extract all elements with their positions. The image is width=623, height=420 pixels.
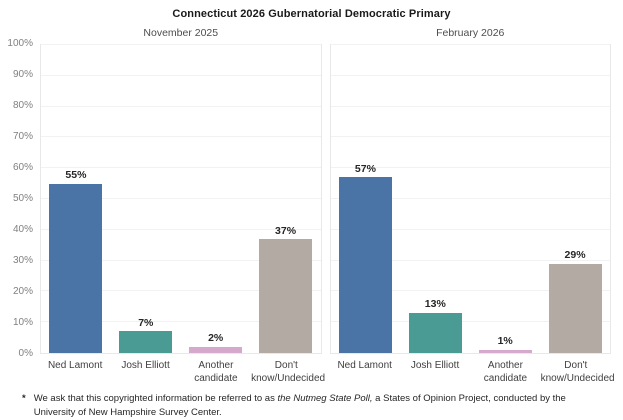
footnote-text-italic: the Nutmeg State Poll, [277,393,373,404]
bar-slot-ned-lamont: 55% [41,45,111,353]
category-labels-february-2026: Ned Lamont Josh Elliott Another candidate D… [330,359,615,385]
panel-header-november-2025: November 2025 [143,27,219,39]
gridline [41,105,321,107]
bar-slot-josh-elliott: 7% [111,45,181,353]
bar-don-t-know-undecided [548,263,602,353]
panel-november-2025: 55% 7% 2% 37% [40,44,322,354]
footnote-text-pre: We ask that this copyrighted information… [33,393,278,404]
panel-february-2026: 57% 13% 1% 29% [329,44,611,354]
category-label-don-t-know-undecided: Don't know/Undecided [251,360,326,384]
y-tick-80: 80% [12,100,33,111]
gridline [330,136,610,138]
bar-slot-another-candidate: 1% [470,45,540,353]
bar-don-t-know-undecided [259,239,313,353]
panel-headers: November 2025 February 2026 [40,27,611,39]
bar-slot-don-t-know-undecided: 29% [540,45,610,353]
panel-header-february-2026: February 2026 [436,27,505,39]
bar-value-label: 7% [138,316,154,329]
gridline [330,290,610,292]
y-tick-40: 40% [12,224,33,235]
chart-area: 0% 10% 20% 30% 40% 50% 60% 70% 80% 90% 100% 55% 7% 2… [0,39,623,359]
bar-value-label: 37% [275,224,297,237]
panels: 55% 7% 2% 37% 57% 13% 1% 29% [40,44,611,354]
category-axis: Ned Lamont Josh Elliott Another candidate D… [40,359,615,385]
bar-value-label: 13% [424,298,446,311]
gridline [330,44,610,45]
gridline [41,44,321,45]
gridline [330,167,610,169]
bar-slot-ned-lamont: 57% [331,45,401,353]
y-tick-100: 100% [7,38,33,49]
bar-josh-elliott [408,312,462,353]
category-labels-november-2025: Ned Lamont Josh Elliott Another candidate D… [40,359,326,385]
category-label-ned-lamont: Ned Lamont [337,360,392,371]
bar-value-label: 57% [354,162,376,175]
y-axis-spacer-bottom [0,359,40,385]
bar-value-label: 55% [65,169,87,182]
y-tick-90: 90% [12,69,33,80]
bar-slot-another-candidate: 2% [181,45,251,353]
bar-josh-elliott [119,331,173,353]
y-axis: 0% 10% 20% 30% 40% 50% 60% 70% 80% 90% 100% [0,39,40,359]
panel-header-row: November 2025 February 2026 [0,27,623,39]
bar-slot-josh-elliott: 13% [400,45,470,353]
gridline [41,198,321,199]
gridline [41,74,321,76]
gridline [41,167,321,169]
gridline [41,228,321,230]
gridline [330,321,610,323]
y-tick-60: 60% [12,162,33,173]
gridline [330,74,610,76]
chart-title: Connecticut 2026 Gubernatorial Democrati… [172,8,451,20]
y-tick-70: 70% [12,131,33,142]
footnote: * We ask that this copyrighted informati… [22,392,609,420]
gridline [41,136,321,138]
gridline [330,259,610,261]
category-label-josh-elliott: Josh Elliott [121,360,170,371]
category-axis-row: Ned Lamont Josh Elliott Another candidate D… [0,359,623,385]
category-label-josh-elliott: Josh Elliott [410,360,460,371]
gridline [41,321,321,323]
footnote-text-post: a States of Opinion Project, conducted b… [33,393,566,418]
category-label-don-t-know-undecided: Don't know/Undecided [540,360,615,384]
bar-value-label: 29% [564,249,586,262]
bar-ned-lamont [338,177,392,353]
bar-slot-don-t-know-undecided: 37% [251,45,321,353]
y-tick-0: 0% [18,348,33,359]
category-label-ned-lamont: Ned Lamont [47,360,103,371]
footnote-text: We ask that this copyrighted information… [34,392,609,420]
bar-value-label: 1% [497,335,513,348]
y-tick-10: 10% [12,317,33,328]
bar-another-candidate [478,349,532,353]
bar-value-label: 2% [208,332,224,345]
y-tick-30: 30% [12,255,33,266]
category-label-another-candidate: Another candidate [483,360,528,384]
gridline [330,105,610,107]
footnote-asterisk: * [22,393,26,404]
gridline [330,228,610,230]
bar-another-candidate [189,346,243,353]
gridline [41,290,321,292]
gridline [41,259,321,261]
gridline [330,198,610,199]
category-label-another-candidate: Another candidate [194,360,238,384]
bar-ned-lamont [49,183,103,353]
y-tick-20: 20% [12,286,33,297]
y-tick-50: 50% [12,193,33,204]
